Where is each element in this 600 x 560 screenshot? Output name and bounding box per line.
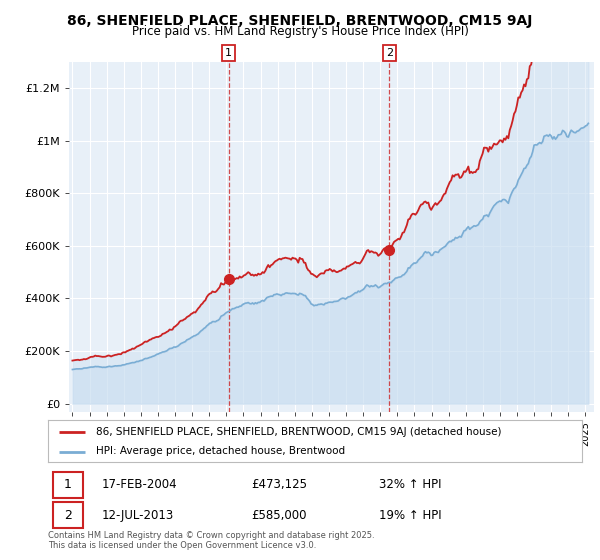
Text: 86, SHENFIELD PLACE, SHENFIELD, BRENTWOOD, CM15 9AJ: 86, SHENFIELD PLACE, SHENFIELD, BRENTWOO…: [67, 14, 533, 28]
Text: Contains HM Land Registry data © Crown copyright and database right 2025.
This d: Contains HM Land Registry data © Crown c…: [48, 531, 374, 550]
Text: Price paid vs. HM Land Registry's House Price Index (HPI): Price paid vs. HM Land Registry's House …: [131, 25, 469, 38]
Text: 17-FEB-2004: 17-FEB-2004: [101, 478, 177, 492]
Text: 12-JUL-2013: 12-JUL-2013: [101, 509, 173, 522]
Text: 1: 1: [225, 48, 232, 58]
FancyBboxPatch shape: [53, 502, 83, 529]
FancyBboxPatch shape: [53, 472, 83, 498]
Text: 2: 2: [64, 509, 72, 522]
Text: 1: 1: [64, 478, 72, 492]
Text: 86, SHENFIELD PLACE, SHENFIELD, BRENTWOOD, CM15 9AJ (detached house): 86, SHENFIELD PLACE, SHENFIELD, BRENTWOO…: [96, 427, 502, 437]
Text: 2: 2: [386, 48, 393, 58]
Text: 32% ↑ HPI: 32% ↑ HPI: [379, 478, 442, 492]
Text: £473,125: £473,125: [251, 478, 307, 492]
Text: 19% ↑ HPI: 19% ↑ HPI: [379, 509, 442, 522]
Text: £585,000: £585,000: [251, 509, 307, 522]
Text: HPI: Average price, detached house, Brentwood: HPI: Average price, detached house, Bren…: [96, 446, 345, 456]
